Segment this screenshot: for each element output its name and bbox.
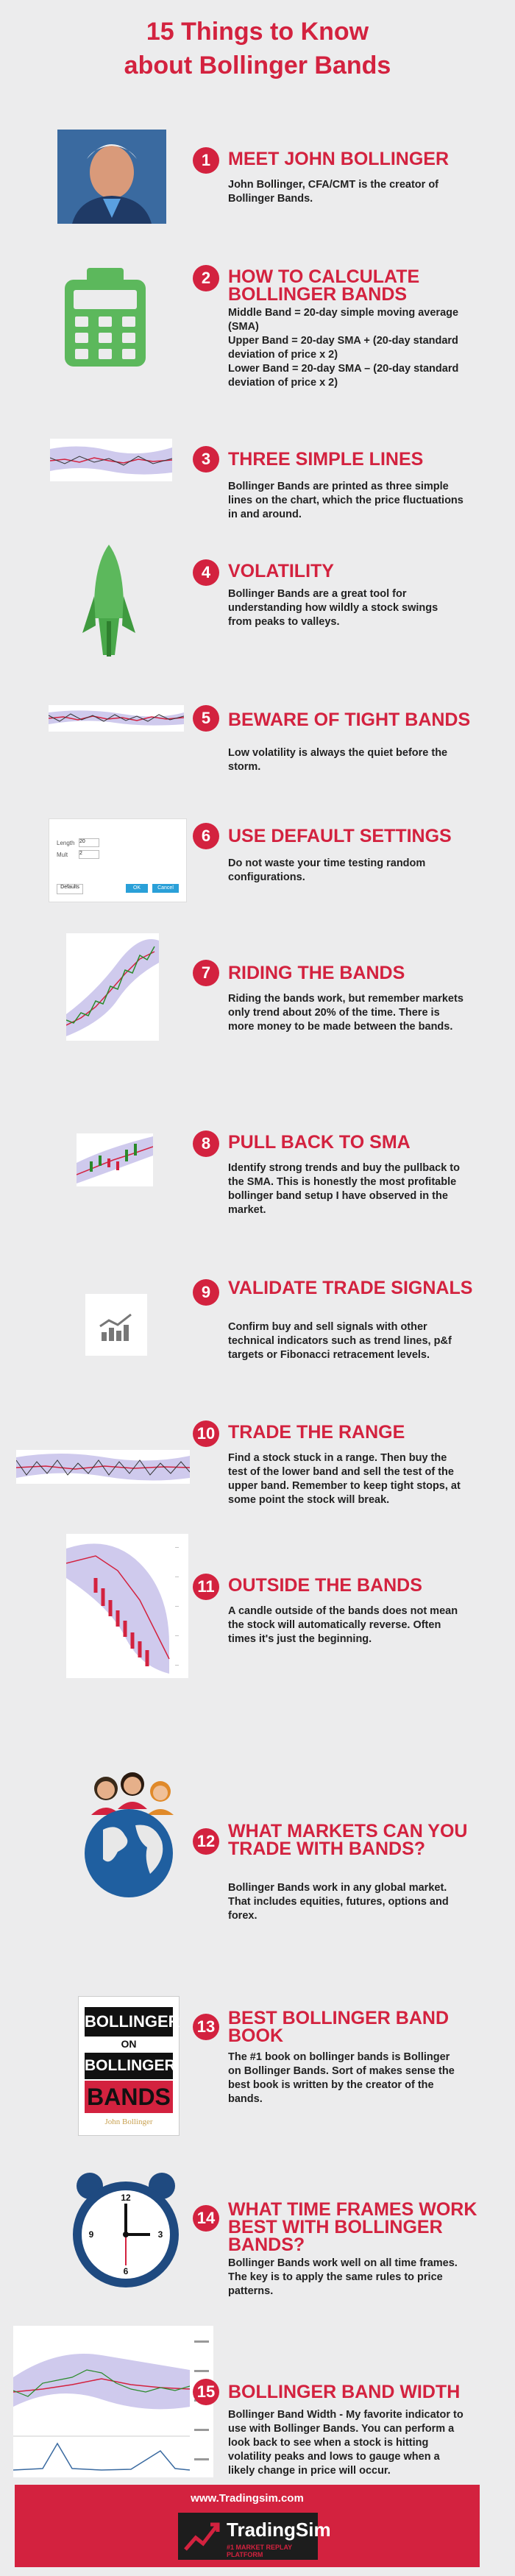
footer-brand: TradingSim	[227, 2519, 331, 2541]
chart-icon	[85, 1294, 147, 1356]
svg-text:—: —	[175, 1604, 179, 1609]
people-globe-icon	[74, 1771, 184, 1904]
item-body-12: Bollinger Bands work in any global marke…	[228, 1882, 449, 1922]
item-body-4: Bollinger Bands are a great tool for und…	[228, 588, 438, 628]
item-number-8: 8	[193, 1130, 219, 1157]
calculator-icon	[65, 268, 146, 372]
item-body-7: Riding the bands work, but remember mark…	[228, 993, 464, 1033]
title-line-1: 15 Things to Know	[146, 18, 369, 46]
item-number-3: 3	[193, 446, 219, 473]
svg-text:—: —	[175, 1663, 179, 1668]
svg-text:—: —	[175, 1546, 179, 1550]
item-body-13: The #1 book on bollinger bands is Bollin…	[228, 2051, 455, 2105]
item-number-10: 10	[193, 1420, 219, 1447]
item-body-9: Confirm buy and sell signals with other …	[228, 1321, 452, 1361]
settings-cancel-button: Cancel	[152, 884, 179, 893]
item-body-8: Identify strong trends and buy the pullb…	[228, 1162, 460, 1216]
title-line-2: about Bollinger Bands	[124, 52, 391, 79]
item-number-2: 2	[193, 265, 219, 291]
settings-label-length: Length	[57, 840, 75, 846]
settings-label-mult: Mult	[57, 852, 68, 858]
item-heading-11: OUTSIDE THE BANDS	[228, 1575, 422, 1596]
item-number-13: 13	[193, 2014, 219, 2040]
three-lines-chart	[49, 439, 173, 485]
item-number-11: 11	[193, 1574, 219, 1600]
svg-text:6: 6	[124, 2266, 129, 2276]
item-heading-13: BEST BOLLINGER BAND BOOK	[228, 2008, 449, 2046]
john-bollinger-photo	[57, 130, 166, 224]
book-title-line-4: BANDS	[85, 2081, 173, 2113]
item-body-5: Low volatility is always the quiet befor…	[228, 747, 448, 773]
item-heading-8: PULL BACK TO SMA	[228, 1132, 411, 1153]
clock-icon: 12 3 6 9	[71, 2170, 181, 2297]
rocket-icon	[82, 545, 135, 662]
range-chart	[15, 1450, 191, 1487]
item-heading-6: USE DEFAULT SETTINGS	[228, 826, 452, 846]
book-title-line-3: BOLLINGER	[85, 2053, 176, 2079]
svg-text:9: 9	[89, 2229, 94, 2240]
item-heading-10: TRADE THE RANGE	[228, 1422, 405, 1443]
footer-tagline: #1 MARKET REPLAY PLATFORM	[227, 2544, 293, 2558]
item-number-12: 12	[193, 1828, 219, 1855]
settings-dialog-screenshot: Length 20 Mult 2 Defaults OK Cancel	[49, 818, 187, 902]
item-heading-2: HOW TO CALCULATE BOLLINGER BANDS	[228, 266, 420, 305]
item-number-1: 1	[193, 147, 219, 174]
item-number-5: 5	[193, 705, 219, 732]
tight-bands-chart	[48, 705, 185, 735]
item-body-10: Find a stock stuck in a range. Then buy …	[228, 1452, 461, 1506]
item-number-14: 14	[193, 2205, 219, 2232]
item-number-15: 15	[193, 2379, 219, 2405]
item-number-6: 6	[193, 823, 219, 849]
item-heading-14: WHAT TIME FRAMES WORK BEST WITH BOLLINGE…	[228, 2199, 477, 2255]
item-heading-15: BOLLINGER BAND WIDTH	[228, 2382, 461, 2402]
item-body-3: Bollinger Bands are printed as three sim…	[228, 481, 464, 520]
item-heading-9: VALIDATE TRADE SIGNALS	[228, 1278, 473, 1298]
outside-bands-chart: — — — — —	[65, 1534, 188, 1682]
book-title-line-1: BOLLINGER	[85, 2007, 180, 2037]
svg-text:3: 3	[158, 2229, 163, 2240]
band-width-chart	[13, 2326, 213, 2481]
settings-defaults-button: Defaults	[57, 884, 83, 894]
item-number-4: 4	[193, 559, 219, 586]
book-cover: BOLLINGER ON BOLLINGER BANDS John Bollin…	[78, 1996, 180, 2136]
item-heading-3: THREE SIMPLE LINES	[228, 449, 424, 470]
item-number-7: 7	[193, 960, 219, 986]
settings-input-mult: 2	[79, 850, 99, 859]
svg-text:—: —	[175, 1575, 179, 1579]
settings-ok-button: OK	[126, 884, 148, 893]
item-heading-4: VOLATILITY	[228, 561, 334, 581]
book-author: John Bollinger	[104, 2117, 153, 2126]
tradingsim-logo-icon	[184, 2522, 220, 2551]
settings-input-length: 20	[79, 838, 99, 847]
item-heading-5: BEWARE OF TIGHT BANDS	[228, 710, 471, 730]
item-heading-7: RIDING THE BANDS	[228, 963, 405, 983]
footer-banner: www.Tradingsim.com TradingSim #1 MARKET …	[15, 2485, 480, 2567]
item-heading-1: MEET JOHN BOLLINGER	[228, 149, 450, 169]
book-title-line-2: ON	[121, 2038, 137, 2050]
item-heading-12: WHAT MARKETS CAN YOU TRADE WITH BANDS?	[228, 1821, 468, 1859]
item-number-9: 9	[193, 1279, 219, 1306]
footer-url-link[interactable]: www.Tradingsim.com	[191, 2492, 304, 2505]
pullback-chart	[76, 1133, 154, 1190]
riding-bands-chart	[65, 933, 159, 1044]
item-body-15: Bollinger Band Width - My favorite indic…	[228, 2409, 464, 2477]
item-body-2: Middle Band = 20-day simple moving avera…	[228, 307, 459, 389]
svg-text:12: 12	[121, 2193, 131, 2203]
item-body-6: Do not waste your time testing random co…	[228, 857, 426, 883]
tradingsim-logo[interactable]: TradingSim #1 MARKET REPLAY PLATFORM	[178, 2513, 331, 2560]
item-body-11: A candle outside of the bands does not m…	[228, 1605, 458, 1645]
page-title: 15 Things to Know about Bollinger Bands	[0, 15, 515, 82]
item-body-1: John Bollinger, CFA/CMT is the creator o…	[228, 179, 438, 205]
item-body-14: Bollinger Bands work well on all time fr…	[228, 2257, 458, 2297]
svg-text:—: —	[175, 1634, 179, 1638]
